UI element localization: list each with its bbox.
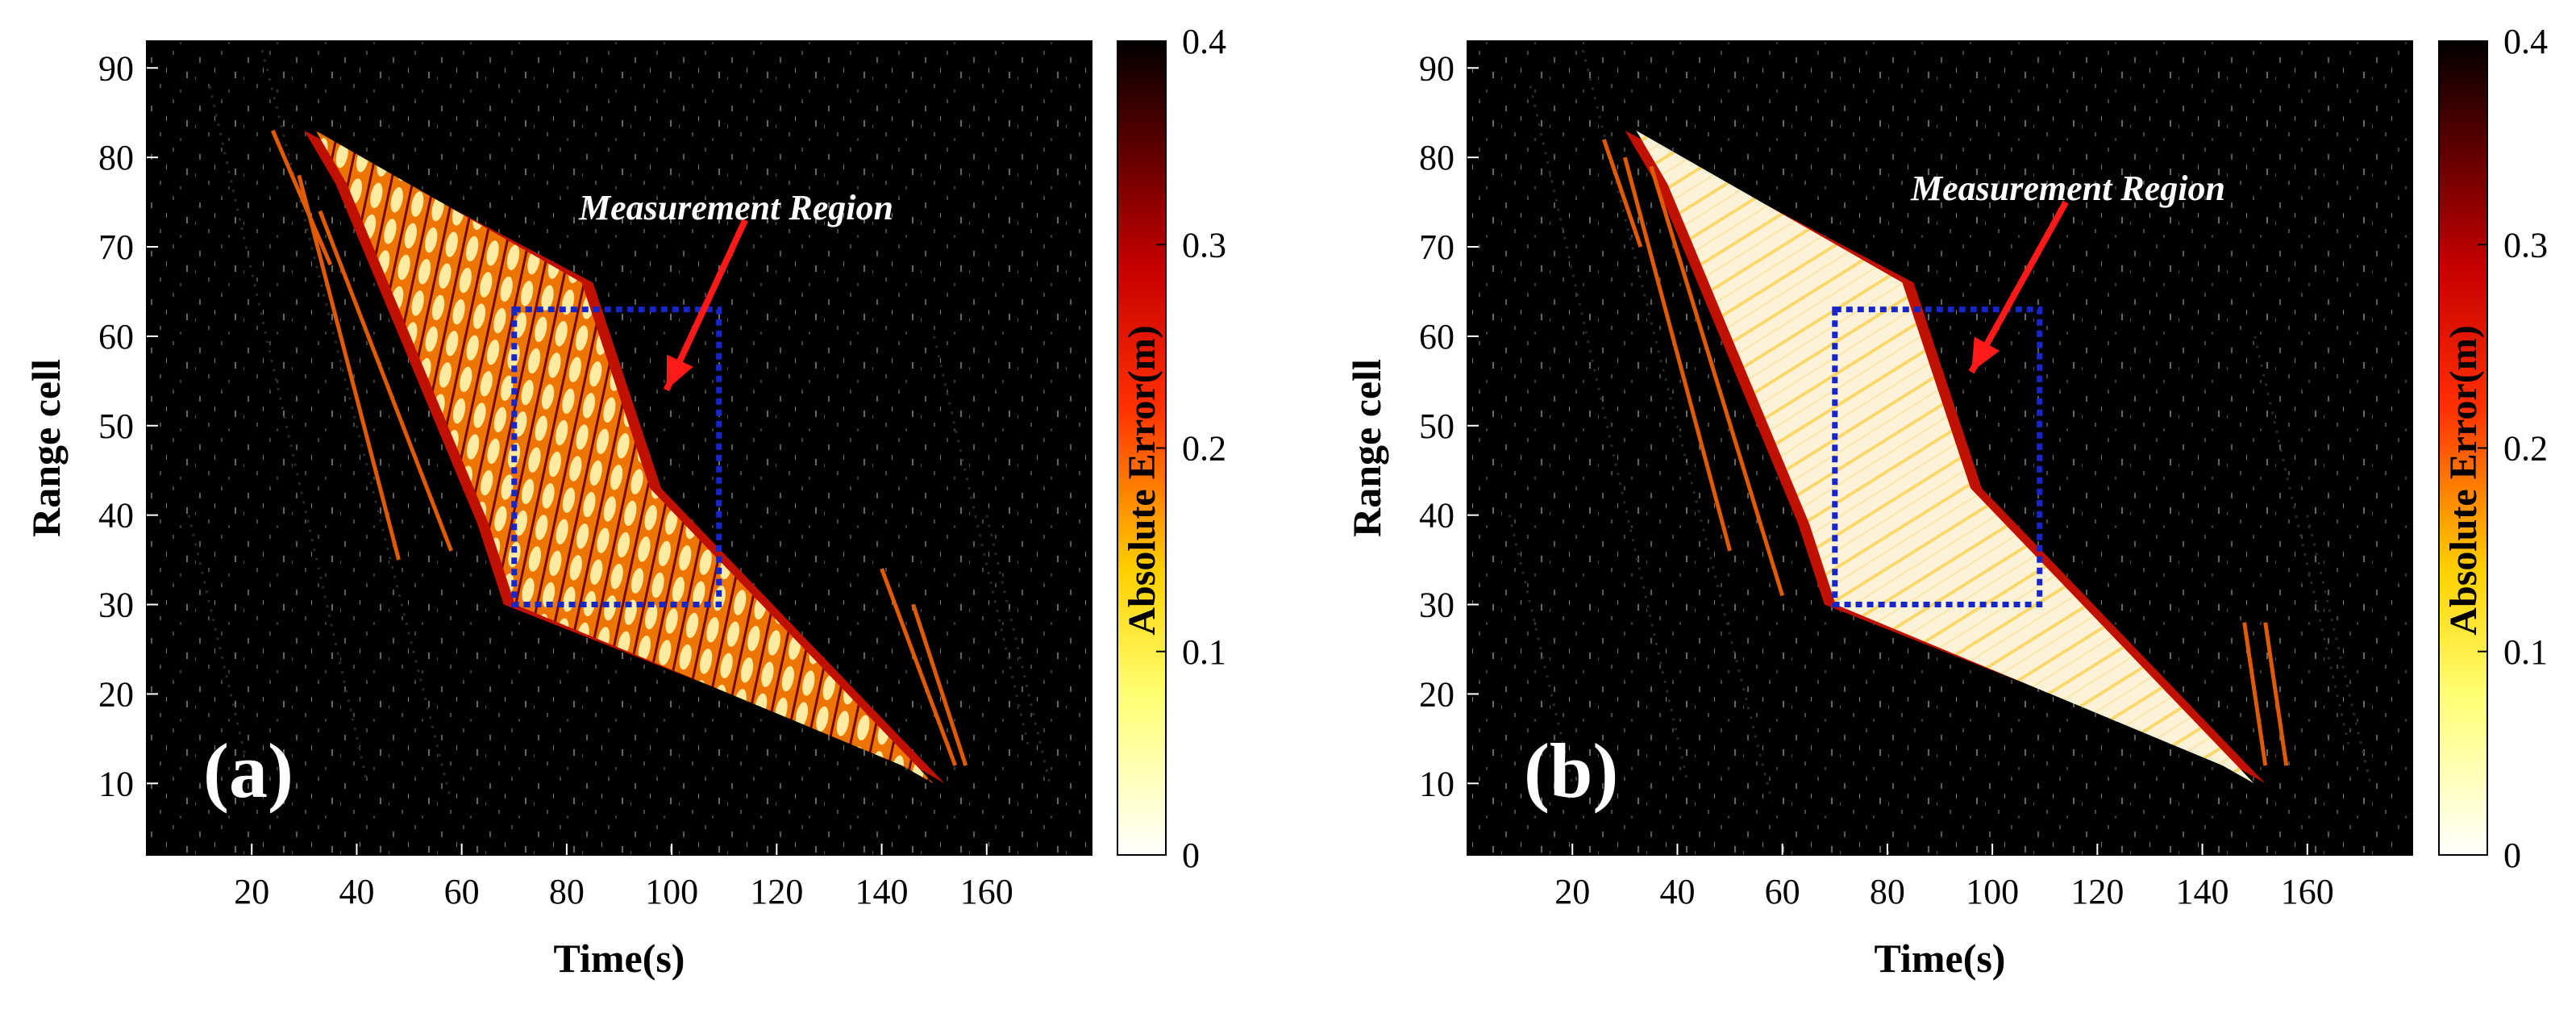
y-tick-label: 90 <box>1419 48 1454 88</box>
x-tick-label: 80 <box>1870 872 1905 911</box>
y-tick-label: 80 <box>1419 138 1454 177</box>
colorbar-tick-label: 0.4 <box>2503 22 2548 61</box>
edge-trace <box>2242 622 2268 766</box>
x-axis-label: Time(s) <box>554 936 685 981</box>
colorbar-tick-label: 0 <box>1182 836 1200 875</box>
colorbar-tick-label: 0.4 <box>1182 22 1226 61</box>
error-region-texture <box>1636 130 2254 784</box>
edge-trace <box>2263 622 2289 766</box>
noise-streak <box>2306 515 2372 784</box>
error-region-texture <box>315 130 934 784</box>
x-tick-label: 100 <box>645 872 698 911</box>
colorbar-tick-label: 0.3 <box>1182 225 1226 265</box>
y-tick-label: 10 <box>98 764 134 803</box>
noise-streak <box>985 515 1051 784</box>
noise-streak <box>1581 49 1774 802</box>
panel-label: (b) <box>1524 728 1618 814</box>
measurement-region-box <box>1832 306 2043 608</box>
noise-streak <box>1508 515 1574 784</box>
y-tick-label: 30 <box>1419 586 1454 625</box>
edge-trace <box>1601 139 1643 248</box>
y-tick-label: 40 <box>98 496 134 536</box>
edge-trace <box>1622 156 1732 552</box>
colorbar-tick-label: 0.1 <box>1182 632 1226 672</box>
colorbar-tick-label: 0.2 <box>1182 429 1226 469</box>
axes-frame <box>1467 40 2413 856</box>
edge-trace <box>911 603 968 766</box>
y-tick-label: 90 <box>98 48 134 88</box>
annotation-arrow-shaft <box>1968 200 2069 374</box>
x-tick-label: 160 <box>960 872 1013 911</box>
annotation-label: Measurement Region <box>578 188 893 227</box>
colorbar-tick-label: 0.2 <box>2503 429 2548 469</box>
x-tick-label: 40 <box>1659 872 1695 911</box>
colorbar-label: Absolute Error(m) <box>2442 325 2485 635</box>
x-axis-label: Time(s) <box>1875 936 2006 981</box>
x-tick-label: 20 <box>1554 872 1590 911</box>
x-tick-label: 40 <box>339 872 374 911</box>
y-tick-label: 20 <box>1419 674 1454 714</box>
y-tick-label: 50 <box>98 407 134 446</box>
y-tick-label: 60 <box>1419 317 1454 356</box>
x-tick-label: 140 <box>855 872 909 911</box>
y-tick-label: 70 <box>98 227 134 267</box>
x-tick-label: 120 <box>750 872 803 911</box>
colorbar-tick-label: 0 <box>2503 836 2521 875</box>
x-tick-label: 60 <box>1765 872 1800 911</box>
x-tick-label: 160 <box>2281 872 2334 911</box>
noise-streak <box>260 49 453 802</box>
edge-trace <box>270 129 333 266</box>
y-tick-label: 40 <box>1419 496 1454 536</box>
edge-trace <box>1649 165 1785 597</box>
y-tick-label: 70 <box>1419 227 1454 267</box>
edge-trace <box>318 210 453 552</box>
y-axis-label: Range cell <box>23 359 69 537</box>
x-tick-label: 140 <box>2176 872 2229 911</box>
annotation-label: Measurement Region <box>1910 169 2225 208</box>
x-tick-label: 80 <box>549 872 585 911</box>
y-tick-label: 60 <box>98 317 134 356</box>
x-tick-label: 100 <box>1966 872 2019 911</box>
panel-b: Measurement Region(b)20 40 60 80 100 120 140 16… <box>1344 22 2548 981</box>
x-tick-label: 60 <box>444 872 480 911</box>
annotation-arrow-head <box>1971 336 2000 373</box>
y-tick-label: 50 <box>1419 407 1454 446</box>
x-tick-label: 120 <box>2070 872 2124 911</box>
edge-trace <box>297 174 401 561</box>
x-tick-label: 20 <box>234 872 269 911</box>
noise-streak <box>187 515 253 784</box>
edge-trace <box>880 568 958 766</box>
y-tick-label: 30 <box>98 586 134 625</box>
colorbar-tick-label: 0.1 <box>2503 632 2548 672</box>
y-tick-label: 20 <box>98 674 134 714</box>
y-tick-label: 80 <box>98 138 134 177</box>
y-axis-label: Range cell <box>1344 359 1389 537</box>
y-tick-label: 10 <box>1419 764 1454 803</box>
measurement-region-box <box>511 306 722 608</box>
panel-label: (a) <box>203 728 293 814</box>
axes-frame <box>146 40 1092 856</box>
colorbar-tick-label: 0.3 <box>2503 225 2548 265</box>
annotation-arrow-head <box>666 354 693 390</box>
panel-a: Measurement Region(a)20 40 60 80 100 120 140 16… <box>23 22 1226 981</box>
colorbar-label: Absolute Error(m) <box>1121 325 1163 635</box>
